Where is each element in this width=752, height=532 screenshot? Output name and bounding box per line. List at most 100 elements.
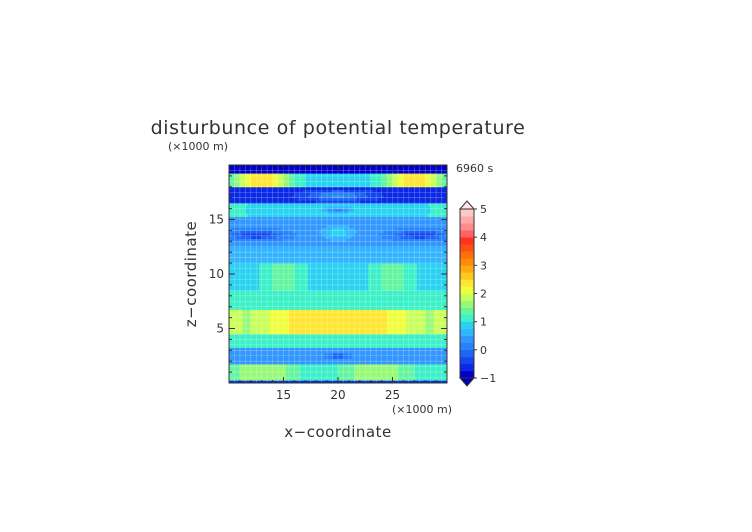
field-cell bbox=[376, 312, 380, 316]
field-cell bbox=[400, 219, 404, 223]
field-cell bbox=[264, 295, 268, 299]
field-cell bbox=[427, 333, 432, 338]
field-cell bbox=[444, 257, 447, 261]
field-cell bbox=[351, 279, 355, 283]
field-cell bbox=[438, 312, 442, 316]
field-cell bbox=[436, 331, 440, 335]
field-cell bbox=[286, 268, 290, 272]
field-cell bbox=[427, 214, 432, 218]
field-cell bbox=[338, 238, 342, 242]
field-cell bbox=[357, 260, 361, 264]
field-cell bbox=[250, 265, 254, 269]
field-cell bbox=[231, 366, 235, 370]
field-cell bbox=[231, 298, 235, 302]
field-cell bbox=[381, 276, 385, 280]
field-cell bbox=[387, 361, 391, 365]
field-cell bbox=[381, 361, 385, 365]
field-cell bbox=[343, 336, 347, 340]
field-cell bbox=[340, 303, 344, 308]
field-cell bbox=[338, 263, 342, 267]
field-cell bbox=[408, 227, 412, 231]
field-cell bbox=[408, 333, 412, 338]
field-cell bbox=[286, 363, 290, 368]
field-cell bbox=[384, 268, 388, 272]
field-cell bbox=[327, 306, 331, 310]
field-cell bbox=[348, 347, 353, 351]
field-cell bbox=[332, 317, 336, 321]
field-cell bbox=[384, 306, 388, 310]
field-cell bbox=[239, 372, 244, 376]
field-cell bbox=[288, 380, 293, 383]
field-cell bbox=[417, 246, 421, 250]
field-cell bbox=[261, 241, 265, 245]
field-cell bbox=[373, 219, 377, 223]
field-cell bbox=[229, 244, 233, 248]
field-cell bbox=[316, 257, 320, 261]
field-cell bbox=[231, 230, 235, 234]
field-cell bbox=[280, 314, 284, 319]
field-cell bbox=[381, 246, 385, 250]
field-cell bbox=[280, 224, 284, 229]
field-cell bbox=[321, 325, 325, 329]
field-cell bbox=[354, 254, 358, 259]
field-cell bbox=[376, 252, 380, 256]
field-cell bbox=[397, 353, 402, 357]
field-cell bbox=[387, 355, 391, 359]
field-cell bbox=[346, 358, 350, 362]
field-cell bbox=[444, 353, 447, 357]
field-cell bbox=[310, 369, 314, 373]
field-cell bbox=[310, 363, 314, 368]
field-cell bbox=[288, 369, 293, 373]
field-cell bbox=[318, 244, 323, 248]
field-cell bbox=[229, 306, 233, 310]
field-cell bbox=[291, 301, 295, 305]
field-cell bbox=[376, 323, 380, 327]
field-cell bbox=[278, 312, 282, 316]
field-cell bbox=[444, 279, 447, 283]
field-cell bbox=[318, 350, 323, 354]
field-cell bbox=[376, 233, 380, 237]
field-cell bbox=[269, 314, 274, 319]
field-cell bbox=[430, 350, 434, 354]
field-cell bbox=[400, 282, 404, 286]
field-cell bbox=[395, 233, 399, 237]
field-cell bbox=[351, 350, 355, 354]
field-cell bbox=[417, 241, 421, 245]
field-cell bbox=[269, 276, 274, 280]
field-cell bbox=[294, 350, 298, 354]
field-cell bbox=[370, 361, 374, 365]
field-cell bbox=[378, 358, 383, 362]
field-cell bbox=[269, 355, 274, 359]
field-cell bbox=[297, 265, 301, 269]
field-cell bbox=[258, 323, 263, 327]
field-cell bbox=[310, 314, 314, 319]
field-cell bbox=[411, 241, 415, 245]
field-cell bbox=[362, 301, 366, 305]
field-cell bbox=[373, 233, 377, 237]
field-cell bbox=[258, 303, 263, 308]
field-cell bbox=[332, 252, 336, 256]
field-cell bbox=[365, 274, 369, 278]
field-cell bbox=[299, 353, 303, 357]
field-cell bbox=[267, 279, 271, 283]
field-cell bbox=[351, 369, 355, 373]
field-cell bbox=[397, 306, 402, 310]
field-cell bbox=[231, 323, 235, 327]
field-cell bbox=[335, 238, 339, 242]
field-cell bbox=[310, 366, 314, 370]
field-cell bbox=[329, 374, 333, 378]
field-cell bbox=[365, 254, 369, 259]
field-cell bbox=[256, 227, 260, 231]
field-cell bbox=[400, 309, 404, 313]
field-cell bbox=[286, 339, 290, 343]
field-cell bbox=[275, 298, 279, 302]
field-cell bbox=[278, 344, 282, 348]
field-cell bbox=[321, 214, 325, 218]
field-cell bbox=[381, 301, 385, 305]
field-cell bbox=[387, 222, 391, 226]
field-cell bbox=[378, 333, 383, 338]
field-cell bbox=[395, 241, 399, 245]
field-cell bbox=[321, 224, 325, 229]
field-cell bbox=[354, 317, 358, 321]
field-cell bbox=[359, 366, 363, 370]
